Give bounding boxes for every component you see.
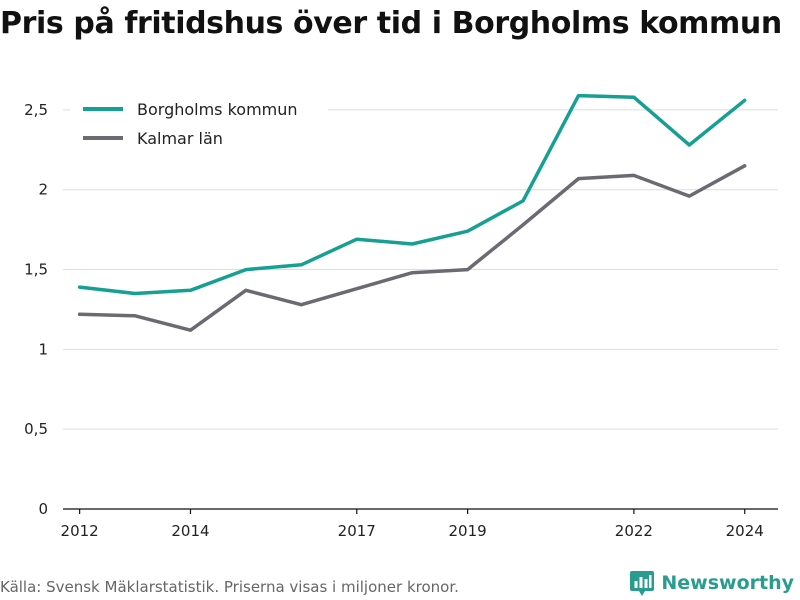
series-lines	[77, 93, 747, 332]
legend-label: Kalmar län	[137, 129, 223, 148]
series-line	[77, 93, 747, 296]
brand-name: Newsworthy	[661, 572, 794, 594]
y-tick-label: 0	[38, 500, 48, 518]
y-tick-label: 1	[38, 340, 48, 358]
x-tick-label: 2017	[338, 522, 376, 540]
newsworthy-logo-icon	[630, 571, 655, 596]
brand-logo: Newsworthy	[629, 569, 794, 597]
chart-title: Pris på fritidshus över tid i Borgholms …	[0, 6, 782, 41]
x-tick-label: 2012	[61, 522, 99, 540]
x-tick-label: 2019	[449, 522, 487, 540]
x-tick-label: 2022	[615, 522, 653, 540]
source-note: Källa: Svensk Mäklarstatistik. Priserna …	[0, 578, 459, 596]
y-tick-label: 0,5	[24, 420, 48, 438]
legend-label: Borgholms kommun	[137, 100, 298, 119]
series-line	[77, 164, 747, 332]
y-tick-label: 2,5	[24, 101, 48, 119]
y-tick-label: 2	[38, 181, 48, 199]
y-tick-label: 1,5	[24, 261, 48, 279]
x-tick-label: 2014	[171, 522, 209, 540]
legend: Borgholms kommun Kalmar län	[70, 90, 328, 150]
x-tick-label: 2024	[726, 522, 764, 540]
y-axis: 0 0,5 1 1,5 2 2,5	[24, 101, 48, 518]
grid-lines	[63, 109, 778, 430]
x-axis: 2012 2014 2017 2019 2022 2024	[61, 508, 778, 540]
